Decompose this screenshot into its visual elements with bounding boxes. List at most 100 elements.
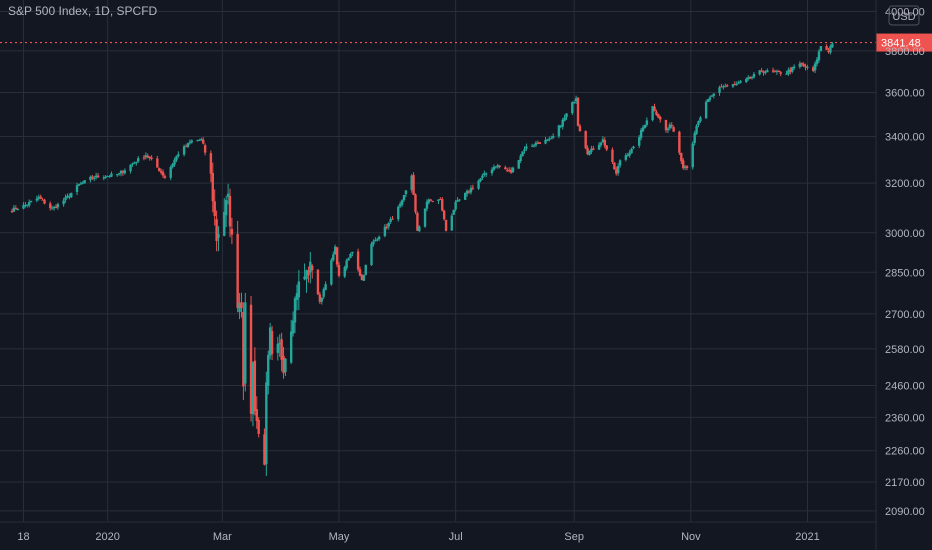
candle	[762, 70, 765, 76]
candle	[771, 67, 775, 74]
candle-body	[752, 74, 756, 78]
candle-body	[829, 46, 832, 53]
candle-body	[414, 194, 417, 212]
candle-body	[278, 342, 281, 345]
candle	[748, 76, 752, 80]
candle	[659, 115, 662, 123]
candle	[184, 144, 188, 148]
candle	[496, 163, 499, 169]
candle-body	[83, 180, 86, 184]
candle-body	[592, 148, 595, 150]
candle-body	[530, 145, 534, 147]
candle	[117, 173, 121, 176]
candle-body	[571, 102, 574, 114]
candle	[278, 334, 281, 357]
candle-body	[291, 320, 295, 334]
candle	[29, 200, 33, 203]
candle-body	[739, 81, 742, 83]
x-axis[interactable]: 18 2020 Mar May Jul Sep Nov 2021	[0, 521, 876, 543]
candle-body	[471, 187, 475, 189]
candle-body	[358, 269, 362, 276]
candle	[161, 169, 165, 179]
candle-body	[148, 156, 151, 159]
candle	[691, 141, 694, 170]
candle	[414, 193, 417, 215]
candle-body	[402, 194, 406, 201]
candle-body	[389, 218, 392, 223]
candle-body	[54, 206, 58, 209]
candle-body	[504, 167, 507, 170]
candle	[374, 237, 377, 242]
candle-body	[815, 59, 819, 64]
candle	[62, 197, 65, 207]
candle-body	[79, 183, 83, 185]
candle-body	[347, 258, 350, 261]
candle	[572, 100, 576, 104]
candle	[735, 81, 738, 86]
candle	[410, 174, 413, 193]
candle-body	[24, 204, 27, 206]
candle-body	[119, 171, 123, 174]
candle	[307, 266, 310, 283]
candle-body	[64, 197, 67, 201]
candle	[129, 164, 132, 174]
candle-body	[158, 168, 161, 172]
candle	[305, 269, 308, 293]
candle	[372, 239, 375, 247]
candle	[471, 184, 475, 191]
candle-body	[737, 82, 740, 84]
candle-body	[681, 160, 685, 169]
y-tick-label: 3800.00	[885, 46, 925, 58]
candle-body	[343, 267, 346, 277]
candle-body	[110, 173, 113, 177]
candle	[356, 248, 360, 272]
candle-body	[699, 117, 702, 122]
y-tick-label: 2460.00	[885, 380, 925, 392]
candle-body	[779, 72, 782, 74]
candle	[108, 175, 111, 178]
candle-body	[184, 146, 188, 148]
candle	[39, 194, 42, 200]
candle-body	[748, 76, 752, 79]
candle-body	[630, 148, 633, 154]
y-tick-label: 4000.00	[885, 6, 925, 18]
candle	[412, 172, 415, 196]
currency-button[interactable]: USD	[888, 5, 920, 26]
candle	[163, 174, 167, 180]
candle-body	[626, 154, 629, 156]
candle	[817, 49, 821, 63]
candle	[102, 175, 105, 181]
candle-body	[362, 274, 366, 281]
candle	[792, 64, 796, 70]
candle	[119, 169, 123, 177]
candle	[429, 199, 432, 202]
candle-body	[68, 196, 71, 198]
x-tick-label: Jul	[449, 531, 463, 543]
candle-body	[787, 70, 790, 75]
candle	[198, 138, 201, 141]
candle-body	[485, 173, 488, 175]
candle	[752, 71, 756, 79]
candle	[777, 69, 781, 73]
candle-body	[450, 215, 454, 231]
candle	[720, 83, 723, 88]
candle-body	[441, 199, 444, 211]
y-axis[interactable]: 4000.00 3800.00 3600.00 3400.00 3200.00 3000.…	[875, 0, 925, 550]
candle-body	[391, 218, 394, 220]
candle-body	[190, 140, 193, 143]
candle	[678, 130, 681, 156]
candle	[507, 167, 511, 173]
candle	[215, 210, 218, 252]
candle	[699, 115, 702, 123]
candle	[416, 211, 419, 232]
candle	[28, 199, 31, 208]
candle	[693, 130, 696, 146]
candle-body	[238, 303, 241, 312]
candle	[467, 189, 471, 194]
candle-body	[102, 177, 105, 179]
candle-body	[771, 70, 775, 72]
candle-body	[538, 142, 541, 144]
candle	[330, 258, 333, 286]
